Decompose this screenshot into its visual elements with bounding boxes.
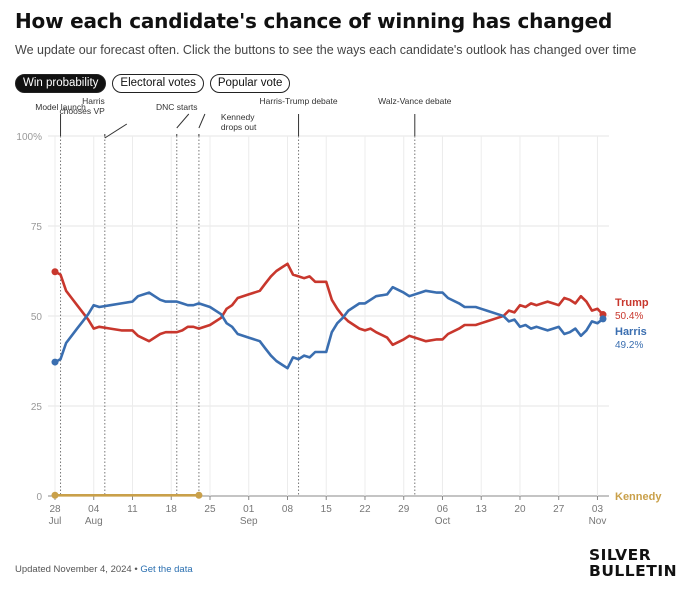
updated-date: Updated November 4, 2024	[15, 564, 132, 575]
x-tick-label: 03	[592, 504, 604, 515]
y-tick-label: 25	[31, 402, 43, 413]
x-tick-label: 11	[127, 504, 138, 515]
chart-subtitle: We update our forecast often. Click the …	[15, 43, 637, 57]
event-label: Harris-Trump debate	[260, 96, 338, 106]
y-tick-label: 50	[31, 312, 43, 323]
harris-value-label: 49.2%	[615, 340, 643, 351]
event-connector	[198, 113, 206, 129]
harris-start-point	[51, 358, 59, 366]
footer-separator: •	[134, 564, 138, 575]
silver-bulletin-logo: SILVER BULLETIN	[589, 547, 677, 579]
logo-line-1: SILVER	[589, 546, 652, 564]
x-tick-label: 18	[166, 504, 178, 515]
event-label: Harris	[82, 96, 105, 106]
footer: Updated November 4, 2024 • Get the data	[15, 564, 193, 575]
x-tick-label: 01	[243, 504, 255, 515]
x-tick-label: 25	[204, 504, 216, 515]
trump-series-line	[53, 262, 605, 347]
trump-legend-label: Trump	[615, 297, 649, 309]
x-tick-label: 15	[321, 504, 333, 515]
x-tick-month-label: Nov	[589, 516, 607, 527]
x-tick-month-label: Aug	[85, 516, 103, 527]
event-connector	[104, 123, 128, 139]
x-tick-label: 06	[437, 504, 449, 515]
x-tick-label: 08	[282, 504, 294, 515]
event-label: drops out	[221, 122, 257, 132]
x-tick-label: 04	[88, 504, 100, 515]
trump-value-label: 50.4%	[615, 311, 643, 322]
kennedy-end-point	[195, 491, 203, 499]
x-tick-label: 20	[514, 504, 526, 515]
y-tick-label: 100%	[16, 132, 42, 143]
harris-end-point	[599, 315, 607, 323]
y-tick-label: 0	[36, 492, 42, 503]
x-tick-month-label: Sep	[240, 516, 258, 527]
harris-series-line	[53, 285, 605, 370]
get-data-link[interactable]: Get the data	[140, 564, 193, 575]
x-tick-label: 27	[553, 504, 565, 515]
tab-electoral-votes[interactable]: Electoral votes	[112, 74, 204, 93]
event-label: DNC starts	[156, 102, 198, 112]
tab-popular-vote[interactable]: Popular vote	[209, 74, 291, 93]
chart-title: How each candidate's chance of winning h…	[15, 9, 613, 33]
trump-start-point	[51, 268, 59, 276]
kennedy-start-point	[51, 491, 59, 499]
event-label: Kennedy	[221, 112, 255, 122]
x-tick-label: 22	[359, 504, 371, 515]
x-tick-label: 28	[49, 504, 61, 515]
x-tick-month-label: Oct	[435, 516, 451, 527]
event-label: chooses VP	[59, 106, 105, 116]
x-tick-label: 29	[398, 504, 410, 515]
logo-line-2: BULLETIN	[589, 562, 678, 580]
harris-legend-label: Harris	[615, 326, 647, 338]
y-tick-label: 75	[31, 222, 43, 233]
kennedy-legend-label: Kennedy	[615, 491, 662, 503]
event-connector	[176, 113, 190, 129]
metric-tabs: Win probability Electoral votes Popular …	[15, 74, 291, 93]
event-label: Model launch	[35, 102, 86, 112]
event-label: Walz-Vance debate	[378, 96, 452, 106]
x-tick-month-label: Jul	[49, 516, 62, 527]
tab-win-probability[interactable]: Win probability	[15, 74, 107, 93]
x-tick-label: 13	[476, 504, 488, 515]
